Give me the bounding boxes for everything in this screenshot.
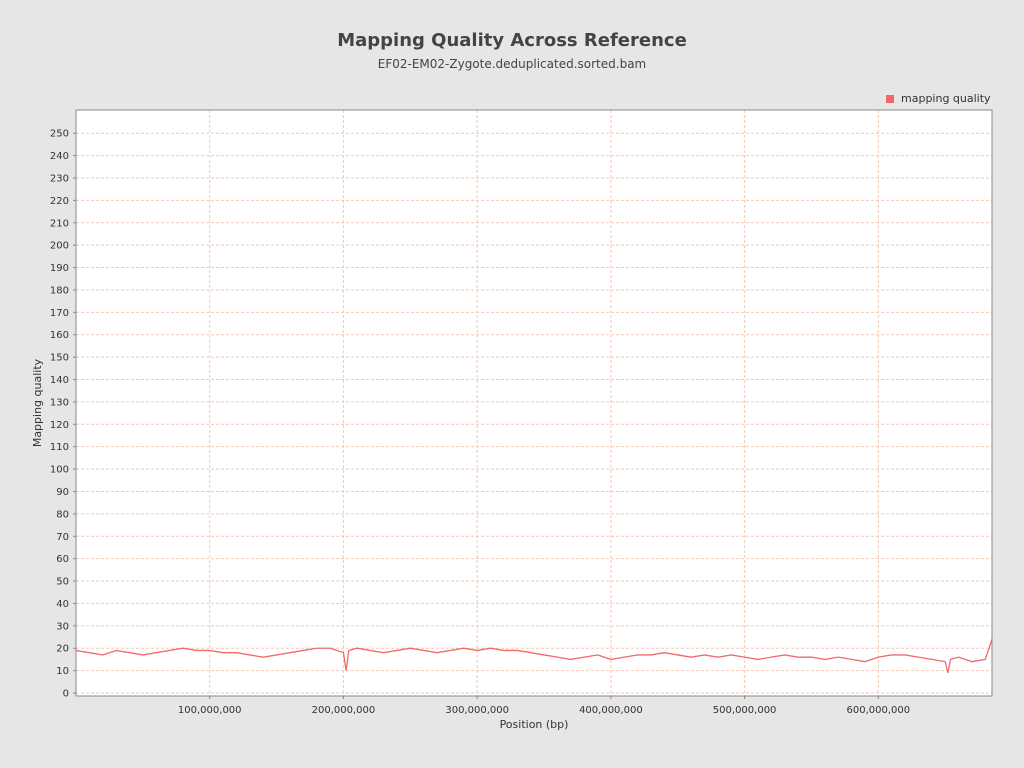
- y-tick-label: 100: [50, 465, 69, 476]
- legend-swatch: [886, 95, 894, 103]
- y-tick-label: 140: [50, 375, 69, 386]
- y-tick-label: 70: [56, 532, 69, 543]
- y-tick-label: 30: [56, 621, 69, 632]
- chart-subtitle: EF02-EM02-Zygote.deduplicated.sorted.bam: [377, 57, 647, 71]
- y-tick-label: 60: [56, 554, 69, 565]
- y-tick-label: 180: [50, 285, 69, 296]
- plot-border: [75, 109, 993, 697]
- y-tick-label: 80: [56, 509, 69, 520]
- legend-label: mapping quality: [901, 92, 991, 105]
- y-tick-label: 10: [56, 666, 69, 677]
- y-tick-label: 90: [56, 487, 69, 498]
- y-tick-label: 150: [50, 353, 69, 364]
- y-tick-label: 40: [56, 599, 69, 610]
- y-tick-label: 160: [50, 330, 69, 341]
- x-axis-ticks: 100,000,000 200,000,000 300,000,000 400,000…: [178, 696, 910, 716]
- y-tick-label: 200: [50, 241, 69, 252]
- plot-area: [76, 110, 992, 696]
- y-tick-label: 170: [50, 308, 69, 319]
- y-tick-label: 240: [50, 151, 69, 162]
- y-tick-label: 190: [50, 263, 69, 274]
- x-tick-label: 500,000,000: [713, 705, 777, 716]
- y-tick-label: 220: [50, 196, 69, 207]
- x-tick-label: 100,000,000: [178, 705, 242, 716]
- y-tick-label: 110: [50, 442, 69, 453]
- y-tick-label: 120: [50, 420, 69, 431]
- y-tick-label: 50: [56, 577, 69, 588]
- grid: [76, 110, 992, 696]
- y-tick-label: 210: [50, 218, 69, 229]
- y-axis-ticks: 0 10 20 30 40 50 60 70 80 90 100 110 120 130 140 150 160…: [50, 129, 76, 700]
- x-tick-label: 300,000,000: [445, 705, 509, 716]
- y-tick-label: 250: [50, 129, 69, 140]
- y-axis-title: Mapping quality: [31, 358, 44, 447]
- y-tick-label: 20: [56, 644, 69, 655]
- chart-title: Mapping Quality Across Reference: [337, 30, 687, 51]
- x-axis-title: Position (bp): [500, 718, 569, 731]
- y-tick-label: 230: [50, 173, 69, 184]
- x-tick-label: 200,000,000: [312, 705, 376, 716]
- x-tick-label: 400,000,000: [579, 705, 643, 716]
- y-tick-label: 130: [50, 397, 69, 408]
- series-line-mapping-quality: [75, 639, 993, 674]
- y-tick-label: 0: [63, 689, 69, 700]
- x-tick-label: 600,000,000: [847, 705, 911, 716]
